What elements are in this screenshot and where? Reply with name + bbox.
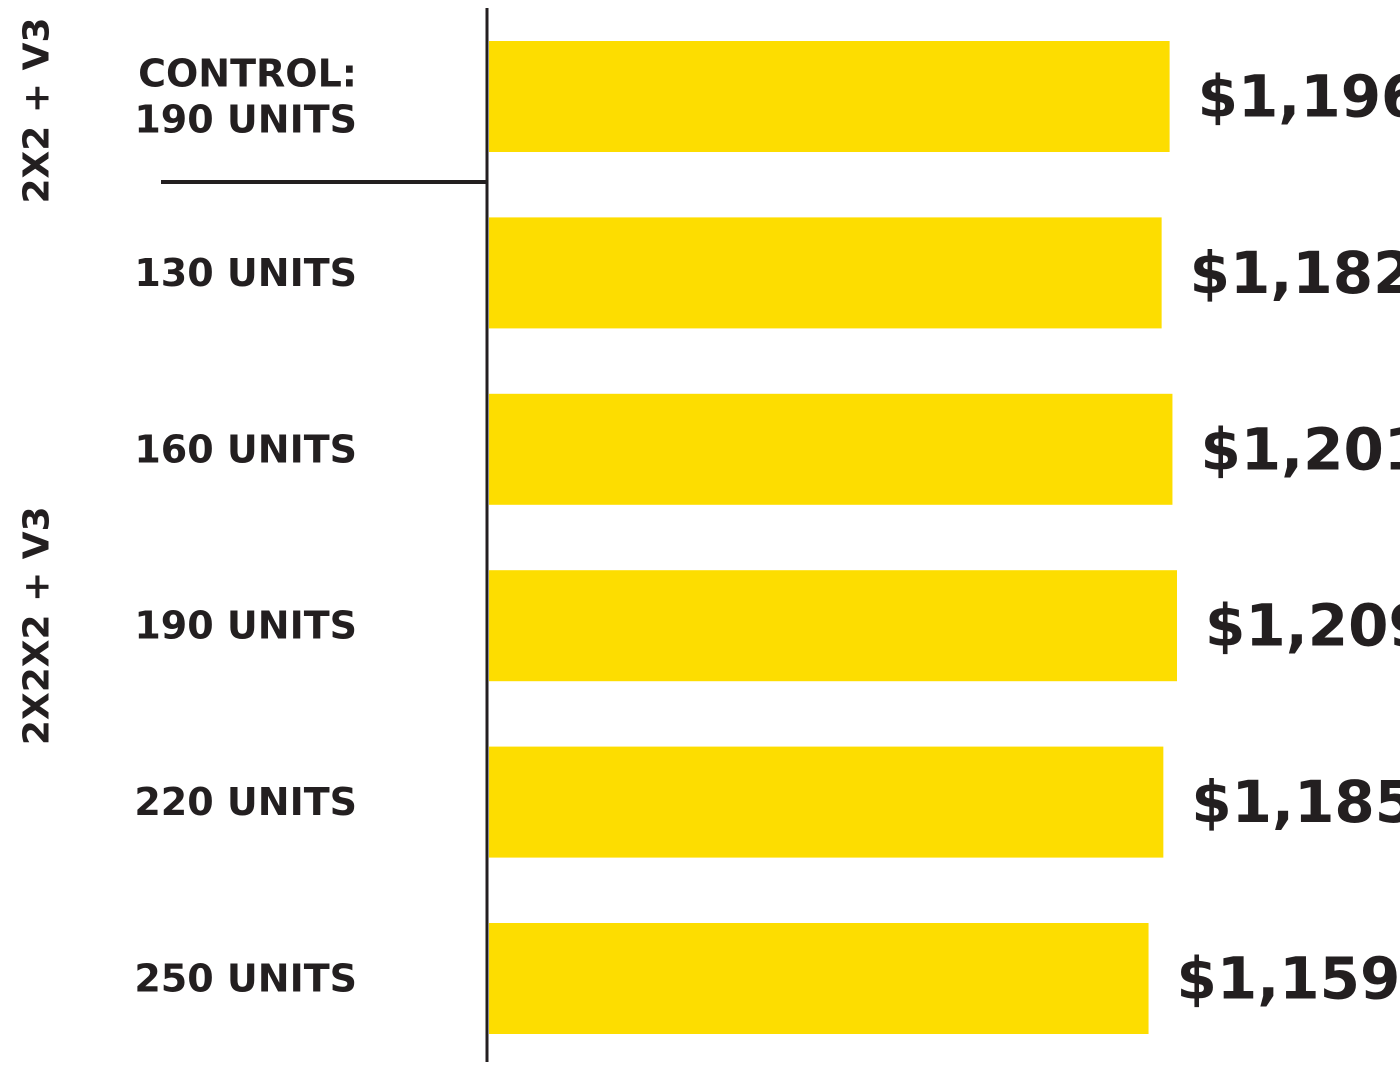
category-label-4: 220 UNITS [134, 780, 357, 824]
value-label-5: $1,159 [1177, 945, 1400, 1013]
bars [489, 41, 1177, 1034]
bar-2 [489, 393, 1173, 505]
category-label-0-line-1: 190 UNITS [134, 98, 357, 142]
category-label-2: 160 UNITS [134, 427, 357, 471]
category-label-5: 250 UNITS [134, 957, 357, 1001]
value-label-3: $1,209 [1205, 592, 1400, 660]
value-labels: $1,196 $1,182 $1,201 $1,209 $1,185 $1,159 [1177, 63, 1400, 1013]
bar-1 [489, 217, 1162, 329]
category-label-1: 130 UNITS [134, 251, 357, 295]
category-label-1-line-0: 130 UNITS [134, 251, 357, 295]
value-label-1: $1,182 [1190, 239, 1400, 307]
category-label-3-line-0: 190 UNITS [134, 604, 357, 648]
category-label-0: CONTROL: 190 UNITS [134, 52, 357, 142]
category-label-2-line-0: 160 UNITS [134, 427, 357, 471]
bar-5 [489, 923, 1149, 1034]
bar-0 [489, 41, 1170, 152]
value-label-2: $1,201 [1200, 415, 1400, 483]
value-label-0: $1,196 [1198, 63, 1400, 131]
bar-3 [489, 570, 1177, 682]
category-label-0-line-0: CONTROL: [138, 52, 357, 96]
category-label-4-line-0: 220 UNITS [134, 780, 357, 824]
group-label-0: 2X2 + V3 [17, 18, 58, 204]
category-label-5-line-0: 250 UNITS [134, 957, 357, 1001]
group-labels: 2X2 + V3 2X2X2 + V3 [17, 18, 58, 746]
bar-4 [489, 746, 1164, 858]
value-label-4: $1,185 [1191, 768, 1400, 836]
category-label-3: 190 UNITS [134, 604, 357, 648]
group-label-1: 2X2X2 + V3 [17, 506, 58, 745]
